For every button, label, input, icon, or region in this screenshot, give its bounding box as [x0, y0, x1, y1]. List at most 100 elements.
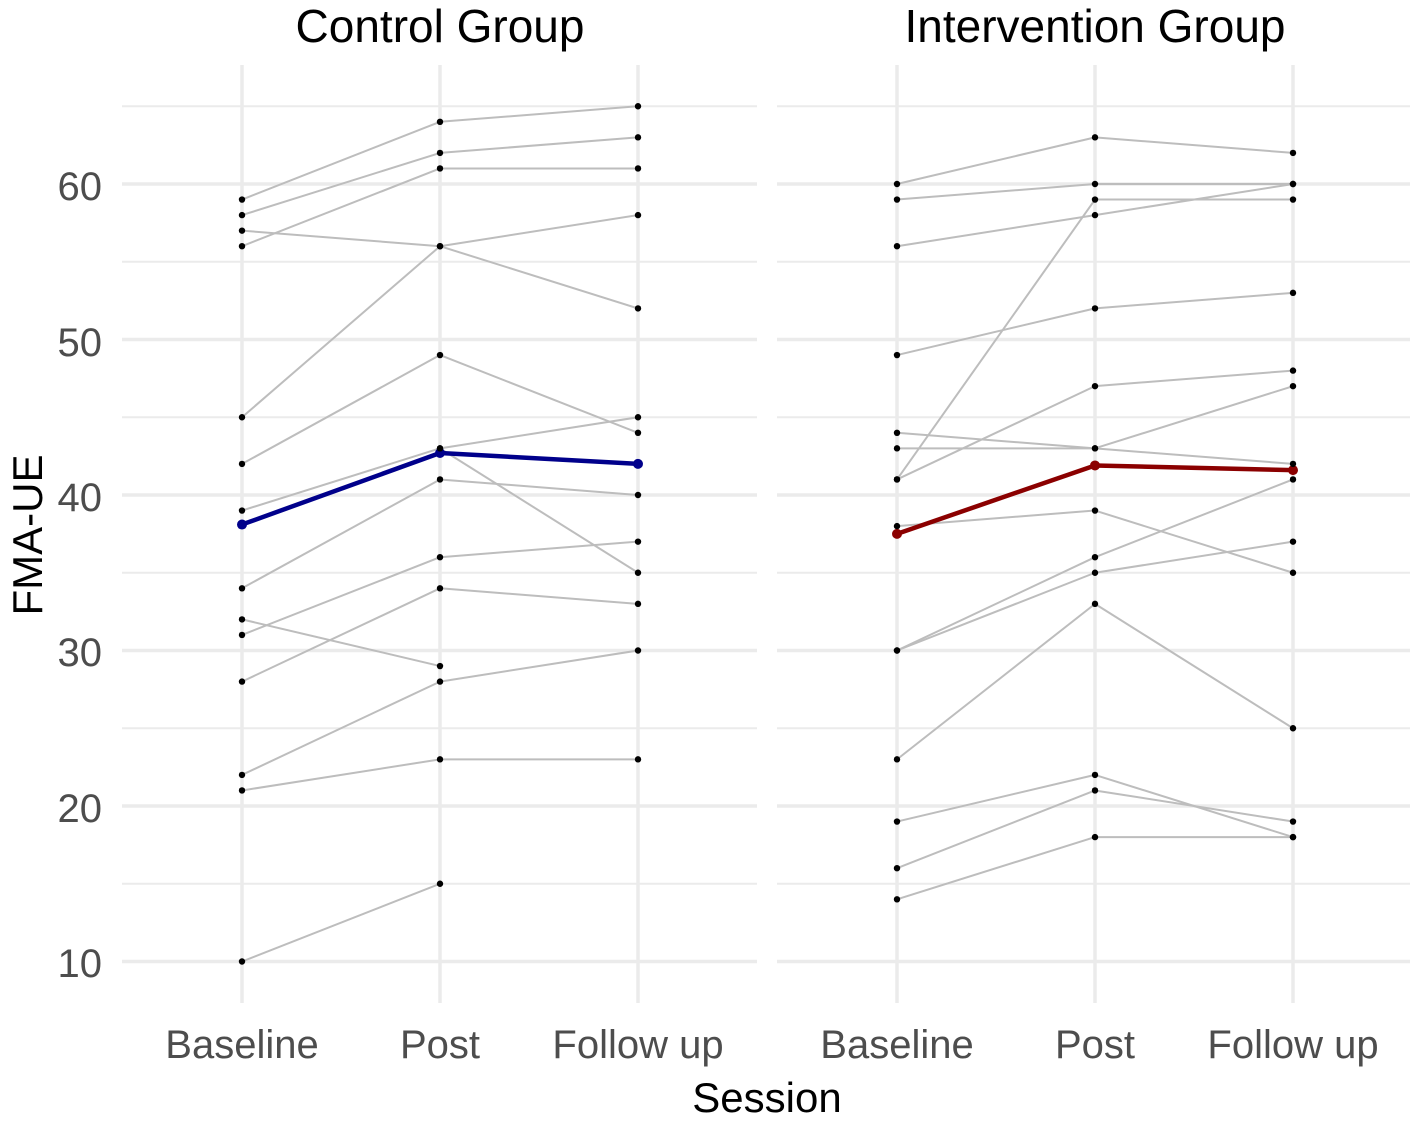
intervention-subject-point [1091, 180, 1099, 188]
control-subject-point [436, 756, 444, 763]
intervention-subject-line-segment [896, 789, 1096, 870]
x-axis-title: Session [692, 1074, 841, 1121]
intervention-subject-point [893, 522, 901, 530]
intervention-subject-line-segment [896, 385, 1096, 481]
control-subject-line-segment [241, 447, 441, 512]
control-subject-line-segment [241, 618, 441, 668]
y-tick-label: 20 [58, 787, 103, 831]
intervention-mean-point [1288, 465, 1298, 476]
control-subject-point [634, 491, 642, 499]
control-grid [122, 65, 757, 1003]
control-subject-point [238, 507, 246, 514]
control-subject-line-segment [241, 167, 441, 248]
control-mean-point [633, 458, 643, 469]
control-subject-point [238, 460, 246, 468]
control-subject-point [436, 118, 444, 126]
control-subject-line-segment [439, 214, 639, 248]
control-subject-point [436, 476, 444, 483]
y-tick-label: 60 [58, 165, 103, 209]
intervention-subject-point [1091, 196, 1099, 203]
intervention-subject-point [1091, 554, 1099, 561]
intervention-subject-point [1091, 787, 1099, 794]
control-subject-point [436, 351, 444, 359]
control-subject-line-segment [241, 245, 441, 419]
intervention-subject-point [1289, 382, 1297, 390]
intervention-x-tick-post: Post [1055, 1023, 1135, 1067]
y-axis-title: FMA-UE [4, 455, 51, 616]
control-subject-line-segment [439, 540, 639, 559]
control-subject-point [238, 585, 246, 592]
control-subject-point [238, 196, 246, 203]
control-x-tick-follow-up: Follow up [552, 1023, 723, 1067]
control-subject-point [436, 165, 444, 172]
control-subject-line-segment [241, 478, 441, 590]
y-axis-ticks: 10 20 30 40 50 60 [58, 165, 103, 986]
intervention-subject-point [1289, 476, 1297, 483]
intervention-subject-point [1289, 180, 1297, 188]
control-subject-point [238, 616, 246, 623]
control-subject-point [634, 211, 642, 219]
intervention-panel-title: Intervention Group [904, 0, 1285, 52]
intervention-subject-line-segment [1094, 136, 1294, 154]
control-subject-point [238, 631, 246, 639]
control-subject-line-segment [241, 758, 441, 792]
control-subject-line-segment [241, 229, 441, 248]
intervention-x-tick-baseline: Baseline [820, 1023, 973, 1067]
intervention-subject-point [1289, 367, 1297, 374]
intervention-subject-line-segment [1094, 478, 1294, 559]
intervention-subject-point [1091, 771, 1099, 779]
control-subject-point [238, 414, 246, 421]
intervention-subject-point [1289, 289, 1297, 297]
intervention-subject-point [893, 647, 901, 654]
control-subject-point [634, 429, 642, 436]
control-subject-point [634, 756, 642, 763]
intervention-subject-line-segment [896, 198, 1096, 481]
intervention-subject-line-segment [1094, 603, 1294, 730]
intervention-subject-point [1091, 569, 1099, 576]
intervention-subject-line-segment [1094, 291, 1294, 310]
control-subject-point [436, 662, 444, 670]
control-subject-point [238, 243, 246, 250]
control-subject-line-segment [241, 680, 441, 776]
intervention-subject-point [1091, 211, 1099, 219]
control-group-panel: Control Group Baseline Post Follow up [122, 0, 757, 1067]
control-subject-point [634, 647, 642, 654]
intervention-subject-point [1091, 600, 1099, 608]
control-subject-point [436, 445, 444, 452]
intervention-subject-line-segment [896, 183, 1096, 201]
control-subject-line-segment [439, 354, 639, 434]
intervention-grid [777, 65, 1410, 1003]
control-subject-point [634, 569, 642, 576]
intervention-subject-point [1289, 569, 1297, 576]
intervention-subject-point [1289, 725, 1297, 732]
intervention-subject-line-segment [896, 431, 1096, 450]
intervention-mean-point [1090, 460, 1100, 471]
control-subject-line-segment [439, 245, 639, 310]
control-subject-point [634, 134, 642, 141]
intervention-subject-point [893, 476, 901, 483]
intervention-subject-point [1289, 833, 1297, 841]
control-subject-point [634, 538, 642, 545]
y-tick-label: 30 [58, 631, 103, 675]
intervention-subject-line-segment [1094, 369, 1294, 388]
intervention-subject-point [893, 180, 901, 188]
intervention-subject-line-segment [896, 307, 1096, 357]
control-subject-point [436, 149, 444, 157]
control-subject-line-segment [241, 882, 441, 963]
intervention-subject-line-segment [1094, 540, 1294, 574]
control-subject-points [238, 103, 642, 965]
control-subject-point [436, 585, 444, 592]
control-subject-point [634, 414, 642, 421]
intervention-subject-point [893, 756, 901, 763]
intervention-mean-series [892, 460, 1298, 539]
intervention-subject-point [893, 429, 901, 436]
intervention-subject-line-segment [896, 603, 1096, 761]
intervention-subject-point [893, 243, 901, 250]
control-subject-point [238, 211, 246, 219]
intervention-subject-line-segment [896, 773, 1096, 823]
control-subject-line-segment [439, 416, 639, 450]
control-subject-point [238, 227, 246, 234]
control-x-tick-post: Post [400, 1023, 480, 1067]
intervention-subject-point [1091, 382, 1099, 390]
